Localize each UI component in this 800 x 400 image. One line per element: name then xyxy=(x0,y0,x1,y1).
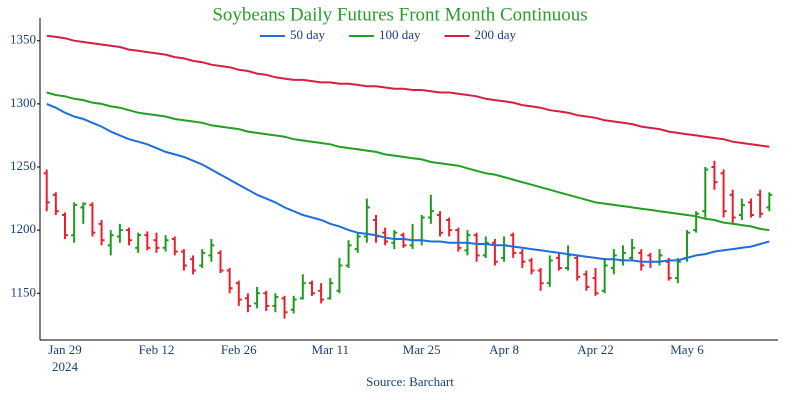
y-tick-label: 1150 xyxy=(10,284,36,299)
chart-title: Soybeans Daily Futures Front Month Conti… xyxy=(212,4,587,25)
y-tick-label: 1350 xyxy=(10,32,36,47)
x-tick-label: Feb 12 xyxy=(139,342,175,357)
y-tick-label: 1250 xyxy=(10,158,36,173)
ma-line xyxy=(46,102,770,263)
legend-label: 200 day xyxy=(475,27,517,42)
ma-line xyxy=(46,91,770,232)
x-tick-label: Apr 22 xyxy=(577,342,613,357)
x-tick-label: Feb 26 xyxy=(221,342,257,357)
x-tick-label: Apr 8 xyxy=(489,342,519,357)
ma-line xyxy=(46,34,770,148)
x-tick-label: Mar 25 xyxy=(403,342,441,357)
legend-label: 50 day xyxy=(290,27,326,42)
x-tick-label: Mar 11 xyxy=(312,342,349,357)
x-tick-label: Jan 29 xyxy=(48,342,82,357)
y-tick-label: 1200 xyxy=(10,221,36,236)
legend-label: 100 day xyxy=(379,27,421,42)
x-tick-label: May 6 xyxy=(670,342,704,357)
y-tick-label: 1300 xyxy=(10,95,36,110)
source-note: Source: Barchart xyxy=(366,374,454,389)
x-year-label: 2024 xyxy=(52,359,79,374)
